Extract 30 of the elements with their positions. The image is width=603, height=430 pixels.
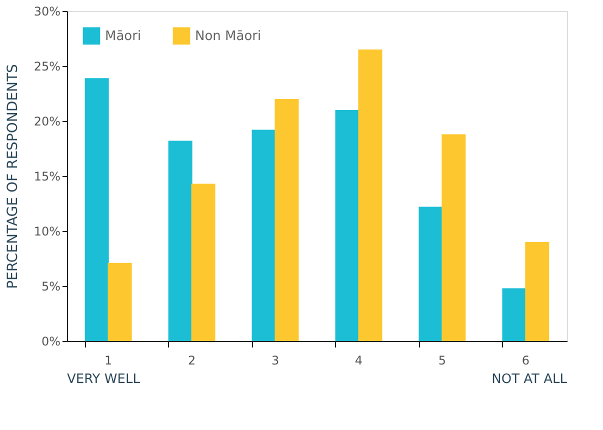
bar — [84, 78, 109, 341]
y-tick-label: 20% — [34, 114, 60, 128]
bar — [442, 134, 466, 341]
bar — [418, 206, 443, 341]
x-tick-label: 6 — [522, 354, 530, 368]
text: NOT AT ALL — [492, 372, 568, 387]
x-tick-label: 4 — [354, 354, 363, 368]
bar — [502, 288, 526, 341]
y-tick-label: 15% — [34, 170, 60, 184]
y-tick-label: 10% — [34, 224, 60, 238]
legend-label: Non Māori — [195, 28, 262, 44]
x-tick-label: 2 — [188, 354, 196, 368]
bar — [335, 110, 360, 341]
x-tick-label: 1 — [104, 354, 112, 368]
bar — [191, 184, 216, 341]
y-axis-title: PERCENTAGE OF RESPONDENTS — [4, 64, 21, 289]
legend-label: Māori — [105, 28, 142, 44]
bar — [274, 99, 299, 341]
y-tick-label: 5% — [41, 280, 60, 294]
bar — [108, 262, 132, 341]
y-tick-label: 0% — [41, 334, 60, 348]
bar — [525, 242, 550, 341]
bar — [168, 140, 192, 341]
x-tick-label: 3 — [271, 354, 280, 368]
y-tick-label: 25% — [34, 60, 60, 74]
text: VERY WELL — [67, 372, 141, 387]
x-tick-label: 5 — [438, 354, 446, 368]
bar — [358, 50, 382, 341]
y-tick-label: 30% — [34, 4, 60, 18]
bar — [252, 130, 276, 341]
